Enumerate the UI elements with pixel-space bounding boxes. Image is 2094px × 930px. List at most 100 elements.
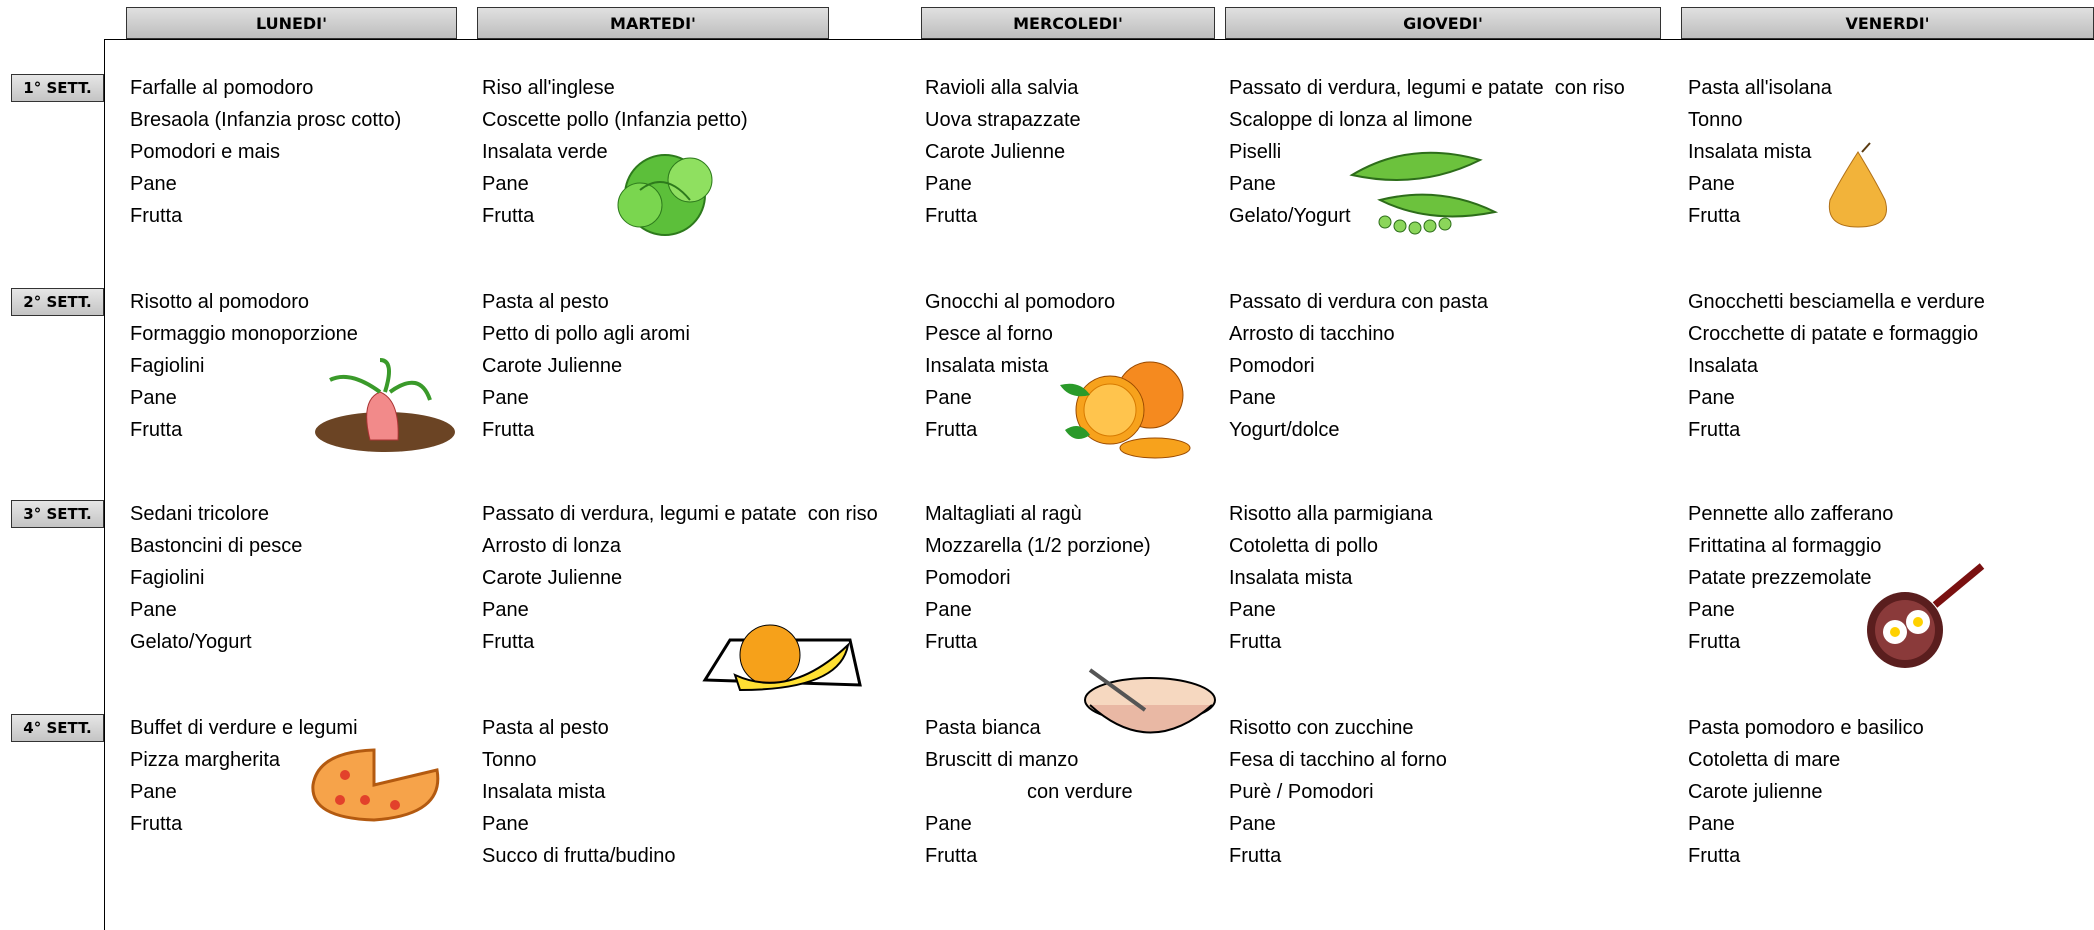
day-header: LUNEDI' [126,7,457,39]
menu-item: Frutta [482,205,535,227]
menu-item: Cotoletta di pollo [1229,535,1378,557]
pear [1828,142,1887,228]
menu-item: Petto di pollo agli aromi [482,323,690,345]
frame [104,39,2094,930]
peas [1349,151,1499,235]
menu-item: Ravioli alla salvia [925,77,1079,99]
day-header: MARTEDI' [477,7,829,39]
fruit-plate [702,624,862,692]
week-label: 1° SETT. [11,74,104,102]
menu-item: Frutta [925,845,978,867]
menu-item: Cotoletta di mare [1688,749,1841,771]
menu-item: Maltagliati al ragù [925,503,1082,525]
menu-item: Fagiolini [130,567,205,589]
menu-item: Insalata mista [1688,141,1812,163]
menu-item: Carote Julienne [482,355,623,377]
menu-item: Frutta [482,419,535,441]
menu-item: Frutta [1229,845,1282,867]
menu-item: Gnocchetti besciamella e verdure [1688,291,1985,313]
menu-item: Riso all'inglese [482,77,615,99]
menu-item: Frutta [482,631,535,653]
menu-item: Insalata mista [925,355,1049,377]
menu-item: Pane [925,599,972,621]
menu-item: Risotto alla parmigiana [1229,503,1433,525]
radish [315,358,455,452]
menu-item: Pane [482,173,529,195]
menu-item: Pane [130,387,177,409]
menu-item: Pomodori e mais [130,141,281,163]
menu-item: Piselli [1229,141,1282,163]
menu-item: Purè / Pomodori [1229,781,1374,803]
menu-item: Frutta [130,205,183,227]
menu-item: Pane [1688,387,1735,409]
menu-item: Pasta al pesto [482,291,609,313]
menu-item: Arrosto di lonza [482,535,621,557]
menu-item: Pane [1229,599,1276,621]
menu-item: Arrosto di tacchino [1229,323,1395,345]
menu-item: Pizza margherita [130,749,281,771]
menu-item: Pane [1229,387,1276,409]
menu-item: Pasta all'isolana [1688,77,1832,99]
day-header: VENERDI' [1681,7,2094,39]
menu-item: Pane [925,173,972,195]
menu-item: Pane [1229,173,1276,195]
week-label: 3° SETT. [11,500,104,528]
pizza [311,748,440,822]
oranges [1060,361,1191,459]
menu-item: Frutta [1229,631,1282,653]
menu-item: Frittatina al formaggio [1688,535,1882,557]
menu-item: Pane [482,387,529,409]
menu-item: Tonno [1688,109,1743,131]
menu-item: Pane [1688,813,1735,835]
menu-item: Insalata [1688,355,1759,377]
menu-item: Gelato/Yogurt [1229,205,1351,227]
menu-item: Carote julienne [1688,781,1823,803]
menu-item: Pane [130,781,177,803]
menu-item: Bresaola (Infanzia prosc cotto) [130,109,402,131]
menu-item: Pasta bianca [925,717,1041,739]
menu-item: Buffet di verdure e legumi [130,717,358,739]
menu-item: Uova strapazzate [925,109,1081,131]
menu-item: Frutta [1688,845,1741,867]
menu-item: Frutta [130,813,183,835]
menu-item: Frutta [1688,631,1741,653]
menu-item: Fesa di tacchino al forno [1229,749,1447,771]
menu-item: Pennette allo zafferano [1688,503,1894,525]
menu-item: Insalata mista [482,781,606,803]
menu-item: Pane [925,387,972,409]
menu-item: Insalata verde [482,141,608,163]
menu-item: Carote Julienne [925,141,1066,163]
menu-item: Bruscitt di manzo [925,749,1079,771]
menu-item: Pane [1688,599,1735,621]
menu-item: Risotto al pomodoro [130,291,309,313]
menu-item: Frutta [925,419,978,441]
menu-item: Pane [482,599,529,621]
menu-item: Pane [482,813,529,835]
menu-item: Mozzarella (1/2 porzione) [925,535,1151,557]
week-label: 2° SETT. [11,288,104,316]
menu-item: Sedani tricolore [130,503,269,525]
menu-item: Carote Julienne [482,567,623,589]
menu-item: Succo di frutta/budino [482,845,676,867]
lettuce [617,154,713,236]
day-header: MERCOLEDI' [921,7,1215,39]
menu-item: Pane [925,813,972,835]
menu-item: Risotto con zucchine [1229,717,1414,739]
menu-item: Coscette pollo (Infanzia petto) [482,109,748,131]
menu-item: Pane [1229,813,1276,835]
menu-item: Pane [130,173,177,195]
menu-item: Frutta [130,419,183,441]
menu-item: Insalata mista [1229,567,1353,589]
soup-bowl [1084,668,1216,734]
menu-item: Yogurt/dolce [1229,419,1340,441]
menu-item: Farfalle al pomodoro [130,77,314,99]
menu-item: Passato di verdura, legumi e patate con … [1229,77,1625,99]
week-label: 4° SETT. [11,714,104,742]
menu-item: Frutta [1688,419,1741,441]
menu-item: Pomodori [1229,355,1315,377]
menu-item: Frutta [925,205,978,227]
menu-item: Pane [1688,173,1735,195]
menu-item: Patate prezzemolate [1688,567,1872,589]
